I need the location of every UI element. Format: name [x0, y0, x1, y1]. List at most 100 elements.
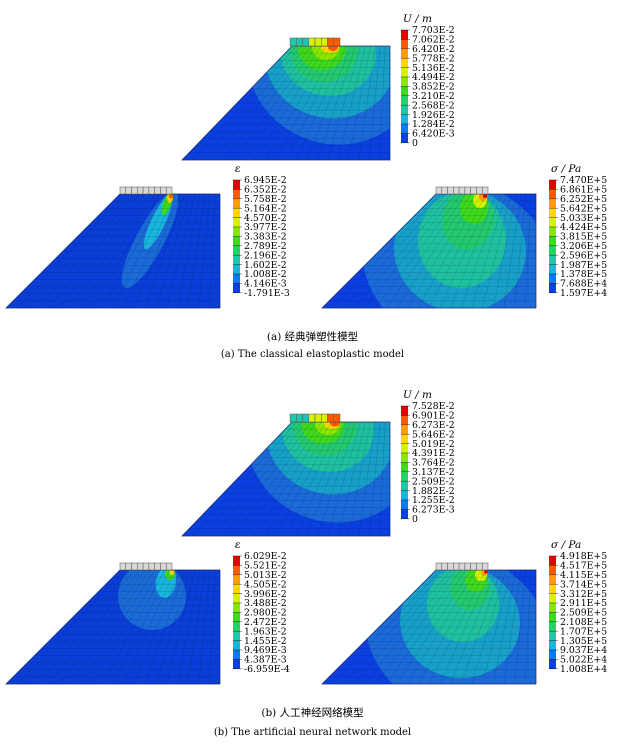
a-strain-legend-value: 2.789E-2	[244, 241, 287, 252]
b-displacement-band-7	[330, 422, 340, 427]
b-strain-load-plate	[119, 562, 173, 571]
a-displacement-legend-value: 3.210E-2	[412, 91, 455, 102]
b-strain-legend-value: 2.472E-2	[244, 617, 287, 628]
a-stress-legend-value: 5.642E+5	[560, 203, 607, 214]
caption-b-chinese: (b) 人工神经网络模型	[261, 707, 364, 719]
a-displacement-legend-value: 1.284E-2	[412, 119, 455, 130]
b-strain-legend-title: ε	[235, 539, 241, 551]
a-strain-contour: ε6.945E-26.352E-25.758E-25.164E-24.570E-…	[5, 163, 290, 309]
b-stress-legend-title: σ / Pa	[551, 539, 581, 551]
a-stress-legend-value: 7.470E+5	[560, 175, 607, 186]
b-displacement-legend-value: 5.646E-2	[412, 429, 455, 440]
a-stress-field	[322, 194, 536, 308]
a-stress-legend-value: 7.688E+4	[560, 279, 607, 290]
b-stress-legend-value: 1.707E+5	[560, 626, 607, 637]
a-stress-legend-value: 3.206E+5	[560, 241, 607, 252]
plot-b-displacement: U / m 7.528E-2 6.901E-2 6.273E-2 5.646E-2 5.0…	[180, 378, 480, 538]
b-stress-load-plate	[435, 562, 489, 571]
a-displacement-legend-value: 2.568E-2	[412, 100, 455, 111]
a-displacement-legend-value: 7.062E-2	[412, 35, 455, 46]
b-strain-legend-value: 3.488E-2	[244, 598, 287, 609]
b-stress-outline	[321, 569, 537, 685]
plot-a-strain: ε 6.945E-2 6.352E-2 5.758E-2 5.164E-2 4.570E-…	[2, 158, 302, 314]
b-stress-legend-value: 2.509E+5	[560, 608, 607, 619]
b-stress-legend-value: 3.312E+5	[560, 589, 607, 600]
b-stress-contour: σ / Pa4.918E+54.517E+54.115E+53.714E+53.…	[321, 539, 607, 685]
a-strain-legend-value: 1.602E-2	[244, 260, 287, 271]
a-strain-legend-value: -1.791E-3	[244, 288, 290, 299]
caption-a-english: (a) The classical elastoplastic model	[220, 349, 405, 360]
b-stress-legend-value: 2.911E+5	[560, 598, 607, 609]
b-displacement-contour: U / m7.528E-26.901E-26.273E-25.646E-25.0…	[181, 389, 455, 537]
b-displacement-legend-value: 4.391E-2	[412, 448, 455, 459]
b-stress-legend-value: 4.517E+5	[560, 561, 607, 572]
a-displacement-legend-value: 6.420E-3	[412, 129, 455, 140]
b-displacement-outline	[181, 421, 391, 537]
b-displacement-legend-value: 0	[412, 514, 418, 525]
b-strain-field	[6, 570, 220, 684]
b-stress-legend-value: 9.037E+4	[560, 645, 607, 656]
b-displacement-legend-value: 1.255E-2	[412, 495, 455, 506]
a-stress-legend-value: 1.987E+5	[560, 260, 607, 271]
b-strain-legend-value: 2.980E-2	[244, 608, 287, 619]
b-strain-legend-value: 9.469E-3	[244, 645, 287, 656]
a-stress-legend-value: 3.815E+5	[560, 232, 607, 243]
b-displacement-legend-title: U / m	[403, 389, 432, 401]
a-stress-legend-value: 4.424E+5	[560, 222, 607, 233]
b-strain-legend-value: 6.029E-2	[244, 551, 287, 562]
a-strain-legend-value: 6.945E-2	[244, 175, 287, 186]
a-displacement-legend-value: 5.778E-2	[412, 53, 455, 64]
b-strain-legend-value: 4.387E-3	[244, 655, 287, 666]
a-strain-legend-value: 5.164E-2	[244, 203, 287, 214]
a-strain-band-4	[169, 194, 173, 199]
a-displacement-legend-value: 7.703E-2	[412, 25, 455, 36]
a-displacement-outline	[181, 45, 391, 161]
b-stress-band-7	[484, 570, 488, 574]
a-stress-legend-value: 5.033E+5	[560, 213, 607, 224]
a-stress-legend-value: 2.596E+5	[560, 250, 607, 261]
plot-b-strain: ε 6.029E-2 5.521E-2 5.013E-2 4.505E-2 3.996E-…	[2, 534, 302, 690]
a-displacement-band-7	[328, 46, 338, 51]
plot-a-stress: σ / Pa 7.470E+5 6.861E+5 6.252E+5 5.642E+5 5.…	[318, 158, 618, 314]
a-stress-legend-value: 1.597E+4	[560, 288, 607, 299]
b-strain-contour: ε6.029E-25.521E-25.013E-24.505E-23.996E-…	[5, 539, 290, 685]
b-strain-outline	[5, 569, 221, 685]
caption-a-chinese: (a) 经典弹塑性模型	[266, 331, 359, 343]
b-strain-band-3	[169, 570, 175, 575]
a-displacement-legend-value: 0	[412, 138, 418, 149]
b-displacement-legend-value: 6.273E-3	[412, 505, 455, 516]
a-strain-legend-value: 5.758E-2	[244, 194, 287, 205]
b-stress-legend-value: 4.115E+5	[560, 570, 607, 581]
b-displacement-load-plate	[289, 413, 341, 423]
b-strain-mesh	[6, 570, 220, 684]
b-stress-legend-value: 1.008E+4	[560, 664, 607, 675]
b-displacement-legend-value: 6.901E-2	[412, 411, 455, 422]
a-stress-legend-value: 6.861E+5	[560, 185, 607, 196]
b-displacement-legend-value: 5.019E-2	[412, 439, 455, 450]
b-strain-legend-value: 4.505E-2	[244, 579, 287, 590]
b-stress-legend-value: 2.108E+5	[560, 617, 607, 628]
caption-b-english: (b) The artificial neural network model	[213, 727, 412, 738]
a-strain-legend-value: 3.383E-2	[244, 232, 287, 243]
a-strain-legend-value: 1.008E-2	[244, 269, 287, 280]
b-displacement-legend-value: 2.509E-2	[412, 476, 455, 487]
plot-a-displacement: U / m 7.703E-2 7.062E-2 6.420E-2 5.778E-2 5.1…	[180, 2, 480, 162]
a-strain-legend-value: 4.570E-2	[244, 213, 287, 224]
a-strain-legend-value: 4.146E-3	[244, 279, 287, 290]
a-displacement-load-plate	[289, 37, 341, 47]
plot-b-stress: σ / Pa 4.918E+5 4.517E+5 4.115E+5 3.714E+5 3.…	[318, 534, 618, 690]
a-displacement-legend-value: 6.420E-2	[412, 44, 455, 55]
a-displacement-legend-value: 4.494E-2	[412, 72, 455, 83]
b-stress-legend-value: 1.305E+5	[560, 636, 607, 647]
a-strain-load-plate	[119, 186, 173, 195]
a-stress-legend-value: 1.378E+5	[560, 269, 607, 280]
a-stress-legend: σ / Pa7.470E+56.861E+56.252E+55.642E+55.…	[549, 163, 607, 299]
a-displacement-legend-value: 1.926E-2	[412, 110, 455, 121]
a-stress-legend-title: σ / Pa	[551, 163, 581, 175]
a-strain-legend-value: 6.352E-2	[244, 185, 287, 196]
a-stress-outline	[321, 193, 537, 309]
b-stress-legend-value: 5.022E+4	[560, 655, 607, 666]
b-strain-legend-value: 5.013E-2	[244, 570, 287, 581]
a-strain-legend: ε6.945E-26.352E-25.758E-25.164E-24.570E-…	[233, 163, 290, 299]
b-stress-legend-value: 4.918E+5	[560, 551, 607, 562]
